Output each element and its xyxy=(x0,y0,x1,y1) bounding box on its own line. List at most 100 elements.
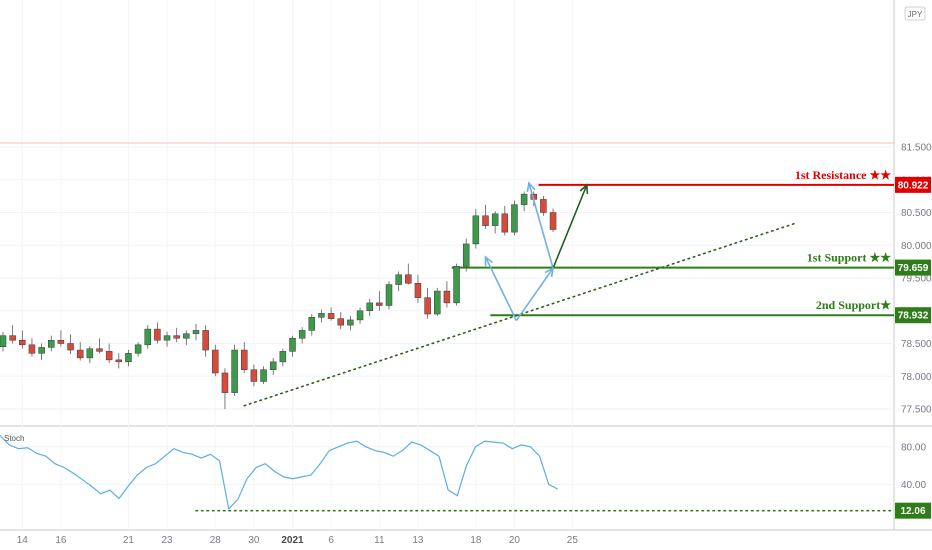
candle xyxy=(163,335,171,341)
candle xyxy=(347,319,354,326)
candle xyxy=(28,344,36,354)
candle xyxy=(327,313,335,319)
price-gridlines xyxy=(0,0,894,530)
candle xyxy=(289,338,296,352)
price-tick-label: 80.000 xyxy=(901,241,932,252)
candle xyxy=(134,344,142,354)
candle xyxy=(86,348,94,359)
candle xyxy=(231,349,238,393)
arrow-segment xyxy=(484,256,518,321)
candle xyxy=(105,351,113,361)
time-tick-label: 20 xyxy=(509,535,521,546)
level-price-badge xyxy=(895,176,931,193)
candle xyxy=(144,328,151,346)
candle xyxy=(540,199,547,213)
candle xyxy=(48,339,55,348)
candle xyxy=(405,274,412,284)
stoch-line xyxy=(0,435,559,511)
time-tick-label: 2021 xyxy=(281,535,304,546)
candles xyxy=(0,191,557,409)
time-tick-label: 30 xyxy=(248,535,260,546)
level-label: 1st Support ★★ xyxy=(807,251,891,265)
candle xyxy=(154,328,161,341)
level-price-label: 78.932 xyxy=(898,311,929,322)
time-tick-label: 21 xyxy=(123,535,135,546)
candle xyxy=(221,372,229,393)
candle xyxy=(57,339,65,344)
time-tick-label: 23 xyxy=(161,535,173,546)
candle xyxy=(250,369,258,382)
arrow-segment xyxy=(528,182,554,269)
stoch-tick-label: 80.00 xyxy=(901,442,926,453)
candle xyxy=(76,349,84,359)
arrow-head xyxy=(526,181,536,193)
price-tick-label: 80.500 xyxy=(901,208,932,219)
price-tick-label: 79.500 xyxy=(901,274,932,285)
candle xyxy=(318,313,325,318)
candle xyxy=(298,330,306,339)
arrow-segment xyxy=(515,267,554,322)
level-price-badge xyxy=(895,307,931,324)
level-label: 2nd Support★ xyxy=(816,298,891,312)
candle xyxy=(0,335,7,348)
candle xyxy=(67,343,74,351)
currency-tag-box xyxy=(904,6,926,21)
candle xyxy=(511,204,518,233)
candle xyxy=(453,265,460,304)
candle xyxy=(38,347,45,354)
candle xyxy=(414,282,422,298)
currency-tag: JPY xyxy=(908,10,923,19)
candle xyxy=(183,333,190,339)
candle xyxy=(202,330,209,351)
candle xyxy=(173,335,180,339)
price-tick-label: 78.000 xyxy=(901,372,932,383)
candle xyxy=(337,318,344,326)
arrow-head xyxy=(484,255,494,267)
level-price-badge xyxy=(895,259,931,276)
candle xyxy=(385,284,393,306)
candle xyxy=(501,213,509,233)
candle xyxy=(549,212,557,230)
time-tick-label: 14 xyxy=(17,535,29,546)
candle xyxy=(482,215,489,226)
stoch-level-label: 12.06 xyxy=(900,506,925,517)
candle xyxy=(472,215,480,245)
level-label: 1st Resistance ★★ xyxy=(795,168,891,182)
time-axis: 14 16 21 23 28 30 2021 6 11 13 18 20 25 xyxy=(17,535,579,546)
candle xyxy=(424,297,431,315)
time-tick-label: 16 xyxy=(55,535,67,546)
price-tick-label: 78.500 xyxy=(901,339,932,350)
candle xyxy=(9,335,16,341)
candle xyxy=(395,274,402,285)
stoch-tick-label: 40.00 xyxy=(901,480,926,491)
time-tick-label: 6 xyxy=(328,535,334,546)
support-resistance-levels: 1st Resistance ★★ 80.922 1st Support ★★ 79.… xyxy=(451,168,931,324)
candle xyxy=(19,339,26,346)
candle xyxy=(366,302,373,312)
candle xyxy=(241,349,248,370)
stochastic-panel: 40.00 80.00 12.06 xyxy=(0,435,931,519)
arrow-head xyxy=(544,266,555,278)
candle xyxy=(115,359,123,363)
candle xyxy=(462,243,470,267)
level-price-label: 80.922 xyxy=(898,180,929,191)
level-price-label: 79.659 xyxy=(898,263,929,274)
time-tick-label: 18 xyxy=(470,535,482,546)
candle xyxy=(192,330,200,334)
arrow-head xyxy=(579,183,589,195)
arrow-segment xyxy=(552,184,588,269)
candle xyxy=(279,351,287,363)
candle xyxy=(125,353,132,363)
candle xyxy=(269,361,277,370)
stochastic-title: Stoch xyxy=(4,434,24,443)
time-tick-label: 11 xyxy=(374,535,385,546)
candle xyxy=(376,302,383,306)
candle xyxy=(491,213,499,226)
candle xyxy=(443,290,451,304)
projection-arrows xyxy=(484,181,589,322)
candle xyxy=(434,290,441,315)
candle xyxy=(356,310,364,321)
price-tick-label: 77.500 xyxy=(901,405,932,416)
time-tick-label: 28 xyxy=(210,535,222,546)
